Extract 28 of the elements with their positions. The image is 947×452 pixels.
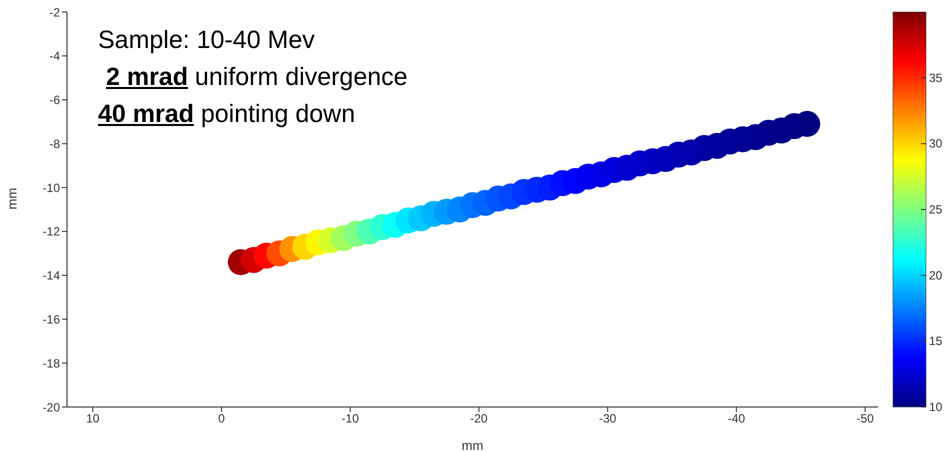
y-tick-label: -18 — [42, 356, 60, 370]
y-tick-label: -6 — [49, 93, 60, 108]
x-tick-label: -20 — [470, 412, 488, 426]
x-tick-label: -40 — [728, 412, 746, 426]
y-tick-label: -10 — [42, 180, 60, 195]
color-bar-label: 20 — [929, 268, 943, 282]
color-bar-label: 30 — [929, 136, 943, 151]
y-tick-label: -12 — [42, 224, 60, 239]
x-tick-label: 10 — [86, 412, 100, 426]
y-tick-label: -4 — [49, 49, 60, 64]
y-axis-title: mm — [4, 188, 20, 210]
x-tick-label: 0 — [218, 412, 226, 426]
y-tick-label: -2 — [49, 5, 60, 20]
y-tick-label: -20 — [42, 400, 60, 414]
annotation: 40 mrad pointing down — [98, 99, 356, 130]
color-bar-label: 15 — [929, 334, 943, 348]
x-tick-label: -30 — [598, 412, 617, 426]
x-axis-title: mm — [462, 438, 484, 452]
y-tick-label: -14 — [42, 268, 60, 283]
x-tick-label: -10 — [342, 412, 360, 426]
y-tick-label: -16 — [42, 312, 60, 326]
y-tick-label: -8 — [49, 136, 60, 151]
annotation: Sample: 10-40 Mev — [98, 25, 316, 56]
x-tick-label: -50 — [856, 412, 874, 426]
color-bar-label: 10 — [929, 400, 943, 414]
color-bar-label: 35 — [929, 70, 943, 85]
color-bar-label: 25 — [929, 202, 943, 216]
annotation: 2 mrad uniform divergence — [106, 62, 408, 93]
